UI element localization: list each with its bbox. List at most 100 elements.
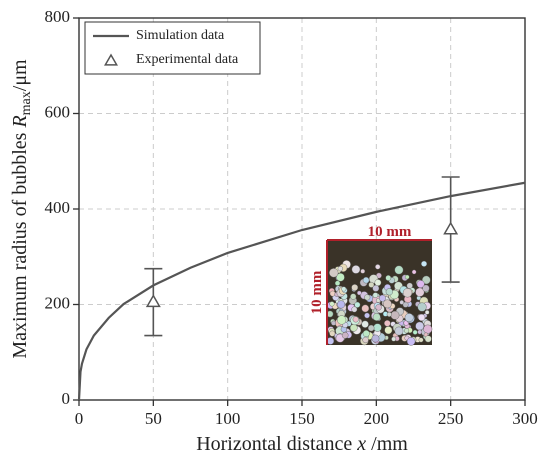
inset-bubble xyxy=(385,288,393,296)
legend-swatch xyxy=(104,53,118,66)
inset-bubble xyxy=(391,336,397,342)
inset-bubble xyxy=(367,324,375,332)
inset-bubble xyxy=(412,329,418,335)
inset-bubble xyxy=(368,281,375,288)
inset-bubble xyxy=(404,274,410,280)
y-axis-label: Maximum radius of bubbles Rmax/μm xyxy=(9,59,34,359)
inset-bubble xyxy=(375,304,382,311)
inset-bubble xyxy=(417,302,427,312)
x-tick-label: 200 xyxy=(364,409,390,428)
inset-bubble xyxy=(417,329,423,335)
inset-bubble xyxy=(329,268,339,278)
inset-bubble xyxy=(402,301,409,308)
data-point xyxy=(145,294,161,308)
inset-bubble xyxy=(362,336,369,344)
y-label-unit: /μm xyxy=(9,59,31,91)
inset-label: 10 mm xyxy=(309,270,325,314)
x-label-text: Horizontal distance xyxy=(196,433,357,455)
inset: 10 mm 10 mm xyxy=(309,224,433,346)
inset-bubble xyxy=(375,264,381,270)
inset-bubble xyxy=(341,332,349,339)
inset-bubble xyxy=(372,313,381,321)
inset-bubble xyxy=(354,301,361,308)
inset-bubble xyxy=(334,280,341,286)
inset-bubble xyxy=(329,290,336,297)
inset-bubble xyxy=(364,312,370,319)
inset-bubble xyxy=(364,294,371,301)
inset-bubble xyxy=(406,337,416,346)
inset-bubble xyxy=(418,313,426,322)
x-tick-label: 50 xyxy=(145,409,162,428)
inset-bubble xyxy=(415,287,425,297)
inset-bubble xyxy=(406,282,413,289)
y-tick-label: 600 xyxy=(45,102,71,121)
inset-bubble xyxy=(336,273,345,282)
y-label-subscript: max xyxy=(19,91,34,115)
y-tick-label: 200 xyxy=(45,293,71,312)
inset-bubble xyxy=(349,324,358,332)
inset-bubble xyxy=(360,268,366,274)
inset-bubble xyxy=(402,288,413,298)
inset-bubble xyxy=(351,284,359,291)
x-tick-label: 150 xyxy=(289,409,315,428)
inset-bubble xyxy=(374,279,382,286)
plot-frame xyxy=(78,17,526,401)
y-label-text: Maximum radius of bubbles xyxy=(9,128,31,359)
legend-label: Simulation data xyxy=(136,28,225,43)
inset-bubble xyxy=(424,310,430,315)
inset-bubble xyxy=(362,330,370,337)
inset-bubble xyxy=(378,294,386,302)
inset-bubble xyxy=(371,334,380,343)
inset-bubble xyxy=(386,311,392,317)
x-label-unit: /mm xyxy=(366,433,408,455)
inset-bubble xyxy=(352,316,359,323)
inset-bubble xyxy=(337,300,346,309)
inset-bubble xyxy=(421,260,428,267)
inset-bubble xyxy=(357,290,362,296)
inset-bubble xyxy=(423,324,433,334)
inset-bubble xyxy=(361,304,370,313)
inset-bubble xyxy=(331,320,337,326)
x-tick-label: 250 xyxy=(438,409,464,428)
inset-bubble xyxy=(337,266,343,272)
inset-bubble xyxy=(362,276,370,284)
inset-bubble xyxy=(415,321,425,331)
y-tick-label: 0 xyxy=(62,389,71,408)
inset-label: 10 mm xyxy=(368,224,412,240)
inset-bubble xyxy=(351,265,361,274)
inset-bubble xyxy=(385,275,392,281)
inset-bubble xyxy=(404,313,414,323)
inset-bubble xyxy=(394,265,404,275)
inset-bubble xyxy=(384,326,393,335)
inset-bubble xyxy=(329,301,335,307)
y-label-symbol: R xyxy=(9,115,31,128)
inset-bubble xyxy=(329,330,336,337)
data-point xyxy=(443,221,459,235)
x-axis-label: Horizontal distance x /mm xyxy=(196,433,408,455)
inset-bubble xyxy=(422,284,430,292)
x-tick-label: 0 xyxy=(75,409,84,428)
inset-bubble xyxy=(351,306,358,313)
inset-bubble xyxy=(394,326,404,336)
inset-bubble xyxy=(372,292,379,298)
inset-bubble xyxy=(384,320,391,327)
inset-bubble xyxy=(341,286,347,292)
x-tick-label: 100 xyxy=(215,409,241,428)
inset-bubble xyxy=(404,328,410,334)
legend-label: Experimental data xyxy=(136,52,239,67)
x-label-symbol: x xyxy=(356,433,366,455)
inset-bubble xyxy=(350,293,357,300)
inset-bubble xyxy=(361,320,369,328)
simulation-line xyxy=(77,181,526,401)
inset-bubble xyxy=(422,275,431,285)
inset-bubble xyxy=(390,310,400,320)
x-tick-label: 300 xyxy=(512,409,538,428)
inset-bubble xyxy=(337,315,347,325)
inset-bubble xyxy=(424,335,432,343)
inset-bubble xyxy=(411,269,417,275)
inset-bubble xyxy=(383,299,392,309)
y-tick-label: 400 xyxy=(45,198,71,217)
y-tick-label: 800 xyxy=(45,7,71,26)
inset-bubble xyxy=(418,337,424,343)
